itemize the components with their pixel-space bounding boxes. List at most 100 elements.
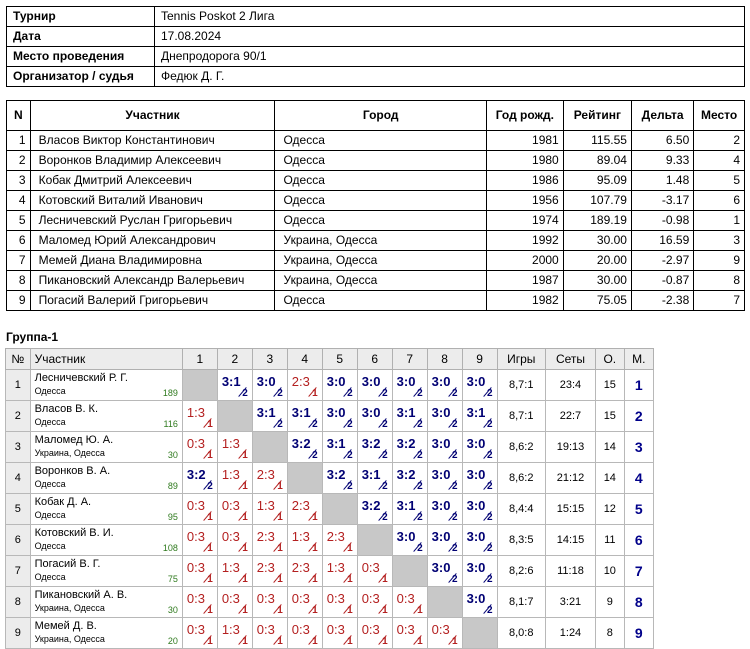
match-result-cell: 0:3 1 xyxy=(251,586,288,618)
match-result: 2:3 1 xyxy=(323,526,357,555)
participant-cell: 1992 xyxy=(485,230,564,251)
match-score: 0:3 xyxy=(361,621,380,637)
match-result-cell: 0:3 1 xyxy=(181,493,218,525)
match-points: 2 xyxy=(452,573,458,585)
match-result: 0:3 1 xyxy=(218,588,252,617)
match-score: 3:1 xyxy=(396,404,416,420)
match-result: 3:2 2 xyxy=(288,433,322,462)
match-result-cell: 2:3 1 xyxy=(286,493,323,525)
match-result: 0:3 1 xyxy=(288,588,322,617)
player-cell: Котовский В. И. Одесса 108 xyxy=(29,524,183,556)
match-result: 0:3 1 xyxy=(323,619,357,648)
self-match-cell xyxy=(426,586,463,618)
match-score: 0:3 xyxy=(221,590,240,606)
participant-cell: Пикановский Александр Валерьевич xyxy=(29,270,276,291)
match-points: 1 xyxy=(417,635,423,647)
match-result: 3:1 2 xyxy=(253,402,287,431)
info-value: 17.08.2024 xyxy=(154,26,745,47)
group-row: 4 Воронков В. А. Одесса 89 3:2 2 1:3 1 2:3 1 3:2 2 3… xyxy=(5,462,655,494)
match-result: 3:0 2 xyxy=(323,402,357,431)
match-result: 3:2 2 xyxy=(393,433,427,462)
match-points: 2 xyxy=(417,418,423,430)
participant-cell: Одесса xyxy=(274,290,487,311)
match-score: 0:3 xyxy=(186,559,205,575)
games-cell: 8,2:6 xyxy=(496,555,546,587)
points-cell: 14 xyxy=(595,431,625,463)
info-value: Tennis Poskot 2 Лига xyxy=(154,6,745,27)
match-points: 1 xyxy=(242,573,248,585)
participant-cell: -2.97 xyxy=(630,250,695,271)
match-result: 0:3 1 xyxy=(183,433,217,462)
player-city: Одесса xyxy=(34,479,66,489)
participants-header-cell: Место xyxy=(693,100,745,131)
match-score: 0:3 xyxy=(221,497,240,513)
match-points: 1 xyxy=(277,604,283,616)
match-score: 3:2 xyxy=(361,497,381,513)
match-result: 3:2 2 xyxy=(393,464,427,493)
match-score: 3:0 xyxy=(431,404,451,420)
participant-row: 4 Котовский Виталий Иванович Одесса 1956 107… xyxy=(6,190,745,211)
place-cell: 8 xyxy=(623,586,655,618)
match-score: 1:3 xyxy=(186,404,205,420)
match-score: 3:0 xyxy=(466,559,486,575)
group-row: 5 Кобак Д. А. Одесса 95 0:3 1 0:3 1 1:3 1 2:3 1 3:2 2… xyxy=(5,493,655,525)
place-value: 6 xyxy=(634,532,643,548)
match-result-cell: 3:0 2 xyxy=(461,462,498,494)
participant-cell: 4 xyxy=(693,150,745,171)
match-result-cell: 3:1 2 xyxy=(321,431,358,463)
player-rating: 89 xyxy=(167,481,178,491)
match-score: 1:3 xyxy=(291,528,310,544)
match-result: 0:3 1 xyxy=(253,588,287,617)
match-score: 3:0 xyxy=(431,373,451,389)
group-row: 1 Лесничевский Р. Г. Одесса 189 3:1 2 3:0 2 2:3 1… xyxy=(5,369,655,401)
match-points: 1 xyxy=(277,573,283,585)
match-result-cell: 3:0 2 xyxy=(426,369,463,401)
match-score: 1:3 xyxy=(221,621,240,637)
participant-cell: 30.00 xyxy=(562,230,632,251)
participant-row: 9 Погасий Валерий Григорьевич Одесса 1982 75… xyxy=(6,290,745,311)
match-points: 2 xyxy=(487,573,493,585)
match-result-cell: 2:3 1 xyxy=(251,555,288,587)
participant-cell: -3.17 xyxy=(630,190,695,211)
match-points: 2 xyxy=(487,449,493,461)
player-city: Одесса xyxy=(34,386,66,396)
match-points: 1 xyxy=(277,480,283,492)
grid-header-cell: О. xyxy=(595,348,625,370)
group-row: 7 Погасий В. Г. Одесса 75 0:3 1 1:3 1 2:3 1 2:3 1 1:… xyxy=(5,555,655,587)
match-score: 3:2 xyxy=(396,466,416,482)
match-result: 3:1 2 xyxy=(463,402,497,431)
info-key: Организатор / судья xyxy=(6,66,155,87)
info-key: Дата xyxy=(6,26,155,47)
match-result: 0:3 1 xyxy=(358,557,392,586)
match-result: 3:0 2 xyxy=(428,557,462,586)
grid-header-cell: 1 xyxy=(181,348,218,370)
participant-cell: -0.87 xyxy=(630,270,695,291)
match-score: 1:3 xyxy=(256,497,275,513)
match-points: 1 xyxy=(347,604,353,616)
match-score: 3:0 xyxy=(466,466,486,482)
match-score: 1:3 xyxy=(326,559,345,575)
participant-cell: 2 xyxy=(693,130,745,151)
self-match-cell xyxy=(391,555,428,587)
player-cell: Власов В. К. Одесса 116 xyxy=(29,400,183,432)
games-cell: 8,4:4 xyxy=(496,493,546,525)
participants-header-cell: Дельта xyxy=(630,100,695,131)
grid-header-cell: 6 xyxy=(356,348,393,370)
group-grid-table: № Участник 1 2 3 4 5 6 7 8 9 Игры Сеты О. М. 1 Лесничев… xyxy=(5,348,655,649)
player-city: Украина, Одесса xyxy=(34,634,105,644)
match-result-cell: 1:3 1 xyxy=(251,493,288,525)
participant-cell: Одесса xyxy=(274,130,487,151)
match-score: 0:3 xyxy=(291,590,310,606)
participant-cell: Украина, Одесса xyxy=(274,230,487,251)
match-result: 3:0 2 xyxy=(428,464,462,493)
match-result: 0:3 1 xyxy=(183,619,217,648)
participant-cell: -2.38 xyxy=(630,290,695,311)
match-result: 3:0 2 xyxy=(393,526,427,555)
info-row: Организатор / судья Федюк Д. Г. xyxy=(6,66,745,87)
match-result-cell: 3:0 2 xyxy=(426,524,463,556)
player-rating: 30 xyxy=(167,605,178,615)
group-row-number: 4 xyxy=(5,462,31,494)
sets-cell: 3:21 xyxy=(544,586,597,618)
match-score: 3:1 xyxy=(256,404,276,420)
match-result-cell: 3:0 2 xyxy=(426,555,463,587)
